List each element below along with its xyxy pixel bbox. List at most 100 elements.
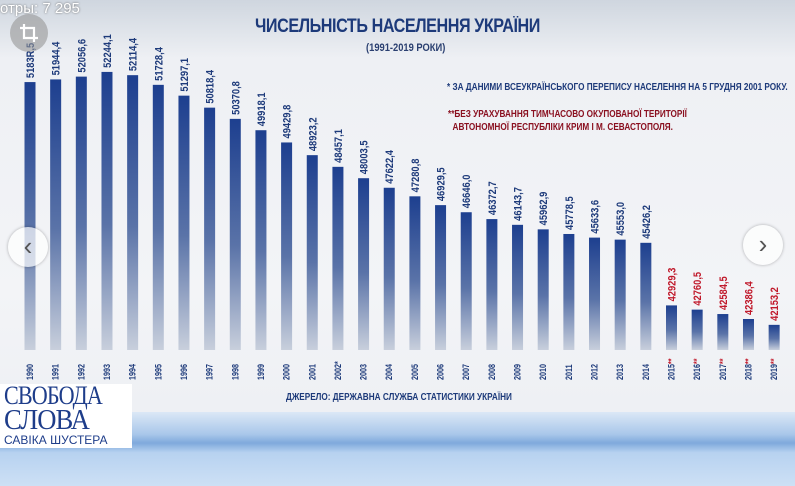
chart-source: ДЖЕРЕЛО: ДЕРЖАВНА СЛУЖБА СТАТИСТИКИ УКРА… (286, 392, 512, 403)
data-label: 42760,5 (693, 272, 705, 306)
year-tick-label: 2012 (590, 364, 600, 380)
bar-2014 (640, 242, 652, 350)
year-tick-label: 1995 (154, 364, 164, 380)
views-counter: отры: 7 295 (0, 0, 80, 17)
bar-2003 (358, 178, 370, 350)
bar-1993 (101, 71, 113, 351)
bar-2004 (383, 187, 395, 350)
year-tick-label: 2002* (333, 360, 343, 380)
data-label: 45633,6 (590, 200, 602, 234)
year-tick-label: 2019** (769, 358, 779, 380)
bar-2012 (589, 237, 601, 350)
year-tick-label: 1992 (77, 364, 87, 380)
bar-1991 (50, 79, 62, 351)
year-tick-label: 2008 (487, 364, 497, 380)
bar-2010 (537, 229, 549, 350)
data-label: 51728,4 (154, 47, 166, 81)
data-label: 48457,1 (333, 129, 345, 163)
data-label: 45553,0 (616, 202, 628, 236)
data-label: 45426,2 (641, 205, 653, 239)
data-label: 42929,3 (667, 267, 679, 301)
data-label: 5183R,5 (25, 42, 37, 78)
data-label: 47622,4 (385, 150, 397, 184)
bar-2017 (717, 314, 729, 350)
decorative-band (0, 412, 795, 486)
bar-2019 (768, 324, 780, 350)
year-tick-label: 1991 (51, 364, 61, 380)
bar-2018 (742, 319, 754, 350)
bar-2013 (614, 239, 626, 350)
year-tick-label: 2001 (308, 364, 318, 380)
year-tick-label: 1999 (256, 364, 266, 380)
year-tick-label: 1993 (102, 364, 112, 380)
data-label: 45778,5 (564, 196, 576, 230)
bar-1999 (255, 130, 267, 350)
data-label: 46929,5 (436, 167, 448, 201)
data-label: 46143,7 (513, 187, 525, 221)
bar-2007 (460, 212, 472, 350)
data-label: 50370,8 (231, 81, 243, 115)
data-label: 46646,0 (462, 174, 474, 208)
logo-line3: САВІКА ШУСТЕРА (4, 433, 108, 447)
logo-line1: СВОБОДА (4, 384, 103, 410)
data-label: 51944,4 (51, 41, 63, 75)
footnote-crimea: **БЕЗ УРАХУВАННЯ ТИМЧАСОВО ОКУПОВАНОЇ ТЕ… (448, 109, 687, 133)
bar-2005 (409, 196, 421, 350)
data-label: 42584,5 (718, 276, 730, 310)
year-tick-label: 1998 (231, 364, 241, 380)
bar-2011 (563, 233, 575, 350)
bar-chart: 5183R,5 1990 51944,4 1991 52056,6 1992 52244,1… (24, 34, 782, 380)
data-label: 49918,1 (256, 92, 268, 126)
chevron-left-icon: ‹ (23, 231, 33, 261)
data-label: 51297,1 (179, 58, 191, 92)
bar-1996 (178, 95, 190, 351)
crop-icon (20, 24, 38, 42)
data-label: 42153,2 (770, 287, 782, 321)
logo-line2: СЛОВА (4, 405, 90, 436)
chart-subtitle: (1991-2019 РОКИ) (366, 42, 446, 54)
bar-1994 (127, 75, 139, 351)
bar-2016 (691, 309, 703, 350)
bar-1997 (204, 107, 216, 350)
data-label: 50818,4 (205, 70, 217, 104)
year-tick-label: 2016** (692, 358, 702, 380)
year-tick-label: 2006 (436, 364, 446, 380)
bar-2009 (512, 224, 524, 350)
next-image-button[interactable]: › (743, 225, 783, 265)
data-label: 52056,6 (77, 39, 89, 73)
bar-2000 (281, 142, 293, 350)
bar-2008 (486, 219, 498, 350)
data-label: 52244,1 (102, 34, 114, 68)
bar-2001 (306, 155, 318, 350)
data-label: 46372,7 (487, 181, 499, 215)
year-tick-label: 2013 (615, 364, 625, 380)
bar-1990 (24, 82, 36, 351)
chevron-right-icon: › (758, 229, 768, 259)
bar-1995 (152, 84, 164, 350)
data-label: 49429,8 (282, 104, 294, 138)
year-tick-label: 2000 (282, 364, 292, 380)
prev-image-button[interactable]: ‹ (8, 227, 48, 267)
data-label: 42386,4 (744, 281, 756, 315)
year-tick-label: 2003 (359, 364, 369, 380)
data-label: 47280,8 (410, 158, 422, 192)
data-label: 52114,4 (128, 38, 140, 72)
year-tick-label: 1990 (25, 364, 35, 380)
bar-2015 (666, 305, 677, 350)
year-tick-label: 1994 (128, 364, 138, 380)
year-tick-label: 2017** (718, 358, 728, 380)
data-label: 48923,2 (308, 117, 320, 151)
data-label: 48003,5 (359, 140, 371, 174)
year-tick-label: 2014 (641, 364, 651, 380)
crop-button[interactable] (10, 14, 48, 52)
data-label: 45962,9 (539, 191, 551, 225)
year-tick-label: 2007 (461, 364, 471, 380)
bar-2006 (435, 205, 447, 350)
show-logo: СВОБОДА СЛОВА САВІКА ШУСТЕРА (0, 384, 132, 448)
bar-1992 (75, 76, 87, 351)
year-tick-label: 2011 (564, 364, 574, 380)
year-tick-label: 1996 (179, 364, 189, 380)
year-tick-label: 2015** (667, 358, 677, 380)
year-tick-label: 1997 (205, 364, 215, 380)
year-tick-label: 2018** (744, 358, 754, 380)
